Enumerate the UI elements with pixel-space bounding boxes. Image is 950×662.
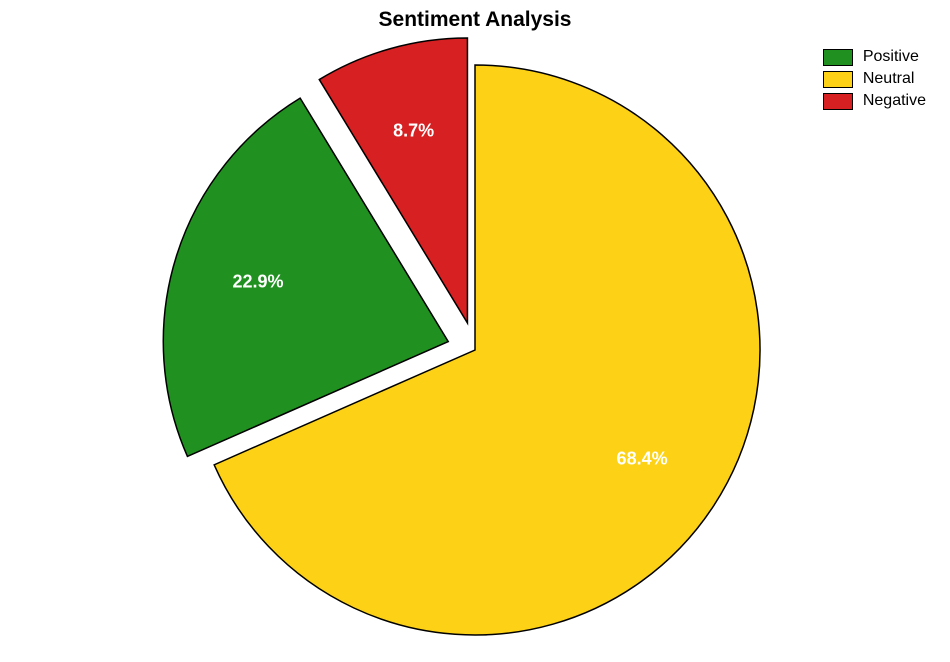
legend-label-neutral: Neutral [863, 70, 915, 88]
legend-item-neutral: Neutral [823, 70, 926, 88]
pie-chart-container: Sentiment Analysis Positive Neutral Nega… [0, 0, 950, 662]
legend-swatch-neutral [823, 71, 853, 88]
slice-label-neutral: 68.4% [617, 449, 668, 470]
legend: Positive Neutral Negative [823, 48, 926, 114]
legend-swatch-positive [823, 49, 853, 66]
legend-label-positive: Positive [863, 48, 919, 66]
pie-chart-svg [0, 0, 950, 662]
slice-label-negative: 8.7% [393, 120, 434, 141]
legend-item-positive: Positive [823, 48, 926, 66]
legend-label-negative: Negative [863, 92, 926, 110]
legend-item-negative: Negative [823, 92, 926, 110]
slice-label-positive: 22.9% [232, 271, 283, 292]
legend-swatch-negative [823, 93, 853, 110]
